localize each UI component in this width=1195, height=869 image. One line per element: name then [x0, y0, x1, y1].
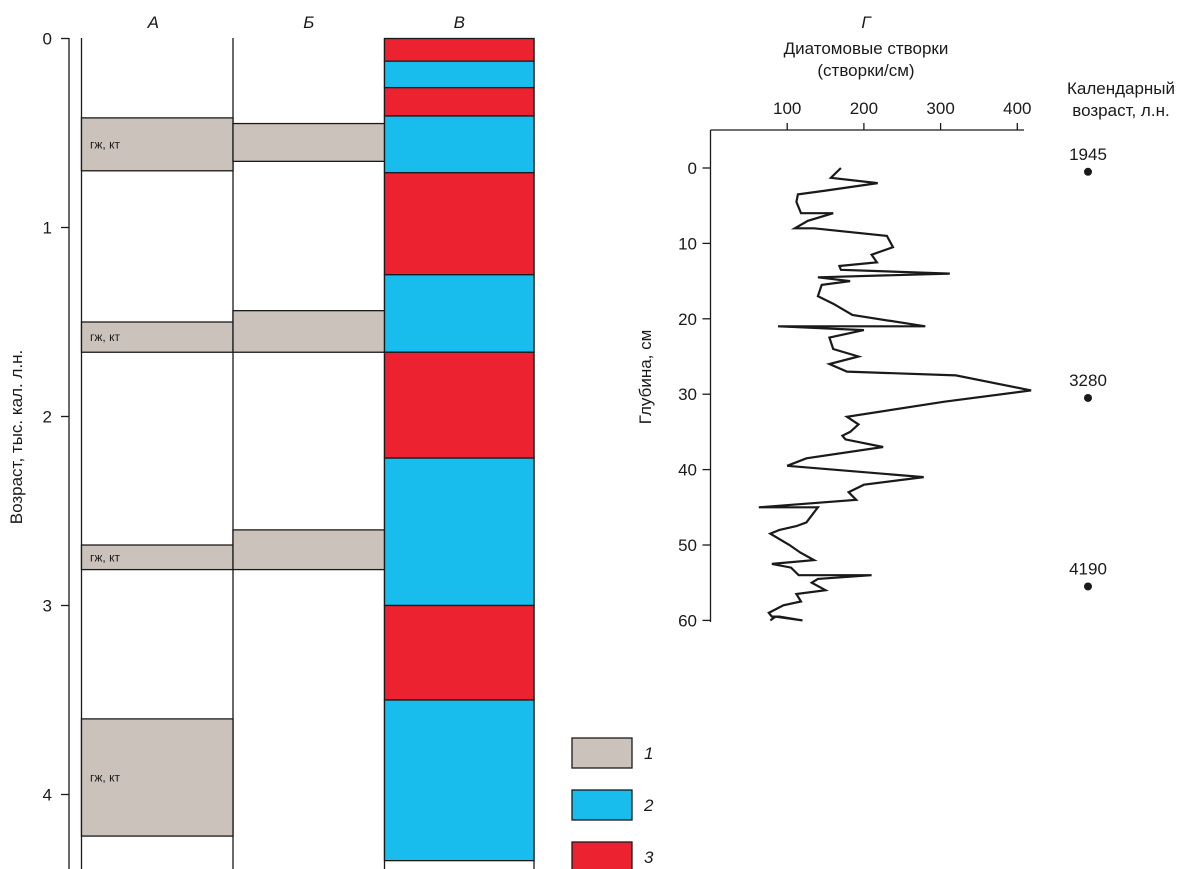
- legend-label: 3: [644, 848, 654, 867]
- interval-a-label: гж, кт: [90, 550, 120, 564]
- interval-v-red: [383, 86, 535, 117]
- depth-tick-label: 20: [678, 310, 697, 329]
- interval-a-label: гж, кт: [90, 770, 120, 784]
- interval-a-label: гж, кт: [90, 330, 120, 344]
- calendar-age-point: [1084, 167, 1092, 176]
- legend-swatch: [571, 841, 633, 869]
- interval-b: [232, 529, 386, 571]
- interval-v-blue: [383, 274, 535, 353]
- interval-a: [80, 544, 234, 571]
- x-tick-label: 100: [773, 99, 801, 118]
- y-tick-label: 2: [43, 408, 52, 427]
- interval-v-red: [383, 604, 535, 701]
- legend-label: 2: [643, 796, 654, 815]
- legend-label: 1: [644, 744, 653, 763]
- interval-v-red: [383, 37, 535, 62]
- depth-tick-label: 50: [678, 536, 697, 555]
- interval-v-blue: [383, 115, 535, 174]
- interval-v-red: [383, 351, 535, 459]
- age-column-chart: 0 1 2 3 4 Возраст, тыс. кал. л.н. А Б Вгж, кт гж,…: [7, 13, 535, 869]
- interval-v-red: [383, 172, 535, 276]
- interval-a-label: гж, кт: [90, 137, 120, 151]
- legend-swatch: [571, 737, 633, 769]
- depth-tick-label: 60: [678, 611, 697, 630]
- x-tick-label: 400: [1003, 99, 1031, 118]
- panel-label: Г: [861, 13, 872, 32]
- y-tick-label: 4: [43, 786, 52, 805]
- interval-b: [232, 122, 386, 163]
- depth-tick-label: 40: [678, 461, 697, 480]
- depth-tick-label: 30: [678, 385, 697, 404]
- y-tick-label: 0: [43, 30, 52, 49]
- chart-title: (створки/см): [817, 61, 914, 80]
- calendar-age-label: 3280: [1069, 371, 1107, 390]
- y-tick-label: 1: [43, 219, 52, 238]
- x-tick-label: 200: [850, 99, 878, 118]
- chart-title: Диатомовые створки: [784, 39, 949, 58]
- y-tick-label: 3: [43, 597, 52, 616]
- calendar-age-label: 4190: [1069, 559, 1107, 578]
- interval-v-blue: [383, 457, 535, 607]
- calendar-age-title: Календарный: [1067, 79, 1175, 98]
- x-tick-label: 300: [926, 99, 954, 118]
- column-header: Б: [303, 13, 314, 32]
- depth-tick-label: 10: [678, 234, 697, 253]
- legend-swatch: [571, 789, 633, 821]
- y-axis-title: Возраст, тыс. кал. л.н.: [7, 350, 26, 525]
- diatom-series-line: [758, 167, 1032, 622]
- depth-tick-label: 0: [688, 159, 697, 178]
- legend: 1 2 3: [571, 737, 654, 869]
- interval-v-blue: [383, 60, 535, 89]
- interval-a: [80, 321, 234, 353]
- column-header: В: [454, 13, 465, 32]
- column-header: А: [147, 13, 159, 32]
- depth-axis-title: Глубина, см: [636, 330, 655, 425]
- interval-a: [80, 718, 234, 837]
- calendar-age-point: [1084, 393, 1092, 402]
- calendar-age-point: [1084, 582, 1092, 591]
- interval-b: [232, 310, 386, 353]
- calendar-age-title: возраст, л.н.: [1072, 101, 1169, 120]
- calendar-age-label: 1945: [1069, 145, 1107, 164]
- interval-v-blue: [383, 699, 535, 862]
